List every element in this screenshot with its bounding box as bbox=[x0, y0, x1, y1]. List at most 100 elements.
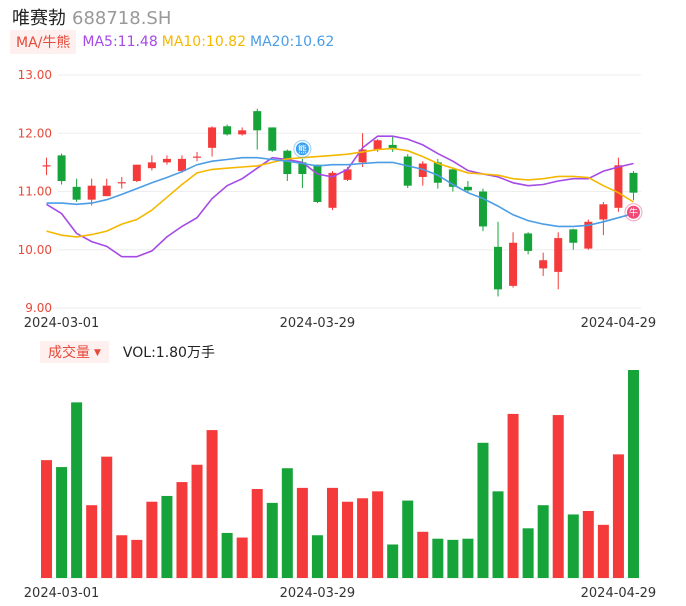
candle-down bbox=[494, 221, 503, 297]
volume-bar-up bbox=[86, 505, 98, 578]
ma-indicator-tab[interactable]: MA/牛熊 bbox=[10, 30, 77, 54]
candlesticks bbox=[42, 108, 638, 297]
candle-body bbox=[584, 221, 593, 249]
candle-up bbox=[599, 201, 608, 236]
candle-body bbox=[193, 156, 202, 158]
candle-up bbox=[539, 252, 548, 276]
volume-bar-down bbox=[402, 500, 414, 578]
candle-up bbox=[358, 133, 367, 168]
candle-body bbox=[524, 233, 533, 251]
volume-bar-up bbox=[417, 531, 429, 578]
candle-body bbox=[57, 155, 66, 182]
badge-ring bbox=[624, 203, 643, 222]
candle-body bbox=[448, 169, 457, 187]
candle-up bbox=[102, 178, 111, 197]
volume-bar-down bbox=[221, 532, 233, 578]
candle-body bbox=[629, 172, 638, 193]
volume-bar-down bbox=[522, 528, 534, 578]
candle-body bbox=[253, 111, 262, 131]
candle-body bbox=[463, 186, 472, 191]
volume-bar-up bbox=[131, 539, 143, 578]
badge-label: 牛 bbox=[629, 207, 638, 219]
candle-body bbox=[147, 162, 156, 169]
candle-body bbox=[238, 130, 247, 135]
candle-body bbox=[433, 162, 442, 183]
candle-up bbox=[418, 161, 427, 186]
candle-down bbox=[57, 153, 66, 185]
volume-bar-up bbox=[236, 537, 248, 578]
candle-body bbox=[177, 158, 186, 172]
volume-indicator-tab[interactable]: 成交量 ▼ bbox=[40, 341, 109, 363]
candle-down bbox=[463, 181, 472, 193]
volume-bar-down bbox=[71, 402, 83, 578]
price-tick-label: 9.00 bbox=[25, 301, 52, 315]
candle-body bbox=[388, 144, 397, 150]
volume-bar-down bbox=[387, 544, 399, 578]
candle-body bbox=[208, 127, 217, 148]
volume-bar-down bbox=[477, 442, 489, 578]
volume-bar-down bbox=[537, 505, 549, 578]
candle-up bbox=[162, 155, 171, 165]
volume-bar-down bbox=[462, 538, 474, 578]
date-tick-label: 2024-04-29 bbox=[581, 316, 657, 331]
candle-down bbox=[253, 108, 262, 150]
candle-body bbox=[554, 238, 563, 272]
volume-bar-up bbox=[176, 482, 188, 578]
price-tick-label: 12.00 bbox=[18, 126, 52, 140]
volume-bar-up bbox=[41, 460, 53, 578]
price-grid bbox=[39, 74, 641, 309]
volume-bar-up bbox=[191, 464, 203, 578]
candle-body bbox=[599, 204, 608, 220]
ma10-line bbox=[46, 147, 634, 238]
candle-body bbox=[328, 172, 337, 208]
volume-bar-up bbox=[597, 524, 609, 578]
stock-code: 688718.SH bbox=[72, 8, 172, 29]
stock-title: 唯赛勃 688718.SH bbox=[12, 4, 171, 30]
ma20-line bbox=[46, 156, 634, 228]
date-tick-label: 2024-03-01 bbox=[24, 316, 100, 331]
candle-body bbox=[358, 149, 367, 163]
volume-bar-down bbox=[266, 502, 278, 578]
candle-up bbox=[208, 126, 217, 157]
ma5-line bbox=[46, 135, 634, 258]
candle-up bbox=[117, 176, 126, 189]
bull-signal-icon: 牛 bbox=[624, 203, 643, 222]
candle-down bbox=[629, 171, 638, 201]
price-y-axis: 13.00 12.00 11.00 10.00 9.00 bbox=[18, 68, 52, 315]
volume-bar-up bbox=[582, 510, 594, 578]
dropdown-arrow-icon: ▼ bbox=[94, 348, 101, 358]
candle-up bbox=[147, 155, 156, 171]
candle-down bbox=[478, 188, 487, 232]
candle-body bbox=[539, 260, 548, 269]
volume-bar-up bbox=[372, 491, 384, 578]
candle-body bbox=[102, 185, 111, 197]
volume-bar-up bbox=[552, 415, 564, 578]
badge-label: 熊 bbox=[298, 143, 307, 155]
ma-legend: MA/牛熊 MA5:11.48 MA10:10.82 MA20:10.62 bbox=[10, 30, 338, 54]
volume-bar-down bbox=[56, 467, 68, 578]
candle-down bbox=[283, 149, 292, 182]
price-tick-label: 13.00 bbox=[18, 68, 52, 82]
candle-body bbox=[298, 162, 307, 175]
candle-body bbox=[569, 229, 578, 243]
price-x-axis: 2024-03-01 2024-03-29 2024-04-29 bbox=[24, 316, 656, 331]
candle-up bbox=[42, 157, 51, 176]
candle-down bbox=[223, 124, 232, 136]
volume-bar-up bbox=[357, 498, 369, 578]
volume-bar-up bbox=[326, 487, 338, 578]
volume-bar-down bbox=[567, 514, 579, 578]
candle-body bbox=[509, 242, 518, 286]
candle-body bbox=[117, 182, 126, 184]
candle-body bbox=[162, 158, 171, 163]
volume-legend: 成交量 ▼ VOL:1.80万手 bbox=[40, 341, 215, 363]
candle-body bbox=[223, 126, 232, 135]
ma10-legend: MA10:10.82 bbox=[161, 34, 247, 50]
candle-up bbox=[132, 164, 141, 183]
volume-bar-down bbox=[447, 539, 459, 578]
date-tick-label: 2024-03-01 bbox=[24, 586, 100, 601]
date-tick-label: 2024-04-29 bbox=[581, 586, 657, 601]
candle-down bbox=[268, 127, 277, 152]
ma-lines bbox=[46, 135, 634, 258]
